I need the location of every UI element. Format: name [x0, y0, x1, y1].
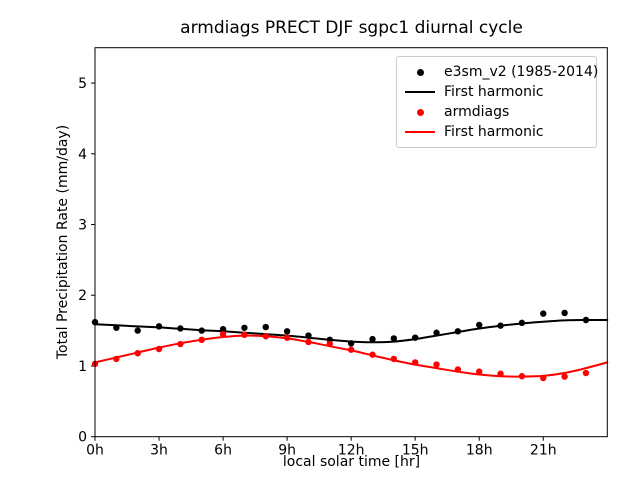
y-tick-label: 1 — [78, 359, 87, 375]
y-tick-label: 5 — [78, 76, 87, 92]
legend-item-label: e3sm_v2 (1985-2014) — [444, 64, 599, 80]
dot-icon — [416, 68, 424, 76]
black-line-marker-icon — [403, 91, 437, 93]
legend-item-label: First harmonic — [444, 124, 544, 140]
data-point — [390, 335, 398, 342]
legend: e3sm_v2 (1985-2014) First harmonic armdi… — [396, 56, 598, 148]
legend-item-label: First harmonic — [444, 84, 544, 100]
y-tick-label: 4 — [78, 147, 87, 163]
data-point — [262, 323, 269, 331]
data-point — [219, 330, 227, 338]
data-point — [369, 335, 376, 343]
x-tick-label: 6h — [214, 443, 232, 459]
line-icon — [405, 131, 435, 133]
data-point — [476, 368, 483, 375]
axes-border — [94, 47, 608, 438]
y-axis-label: Total Precipitation Rate (mm/day) — [55, 124, 71, 360]
data-point — [283, 328, 291, 335]
x-tick-label: 21h — [530, 443, 557, 459]
series-line — [94, 318, 609, 344]
x-tick-label: 3h — [150, 443, 168, 459]
legend-item: First harmonic — [403, 122, 588, 142]
y-tick-label: 2 — [78, 288, 87, 304]
x-axis-label: local solar time [hr] — [282, 454, 421, 470]
x-tick-label: 9h — [278, 443, 296, 459]
dot-icon — [416, 108, 424, 116]
data-point — [241, 324, 248, 331]
legend-item: First harmonic — [403, 82, 588, 102]
y-tick-label: 3 — [78, 218, 87, 234]
legend-item: armdiags — [403, 102, 588, 122]
chart-title: armdiags PRECT DJF sgpc1 diurnal cycle — [180, 18, 523, 38]
data-point — [540, 310, 547, 317]
legend-item-label: armdiags — [444, 104, 510, 120]
data-point — [561, 373, 568, 380]
red-dot-marker-icon — [403, 108, 437, 116]
data-point — [476, 321, 483, 329]
data-point — [433, 361, 440, 368]
data-point — [561, 309, 568, 317]
red-line-marker-icon — [403, 131, 437, 133]
x-tick-label: 12h — [338, 443, 365, 459]
x-tick-label: 18h — [466, 443, 493, 459]
line-icon — [405, 91, 435, 93]
y-tick-label: 0 — [78, 430, 87, 446]
series-line — [94, 334, 609, 378]
data-point — [134, 327, 141, 334]
legend-item: e3sm_v2 (1985-2014) — [403, 62, 598, 82]
x-tick-label: 15h — [402, 443, 429, 459]
data-point — [582, 369, 590, 377]
x-tick-label: 0h — [86, 443, 104, 459]
black-dot-marker-icon — [403, 68, 437, 76]
